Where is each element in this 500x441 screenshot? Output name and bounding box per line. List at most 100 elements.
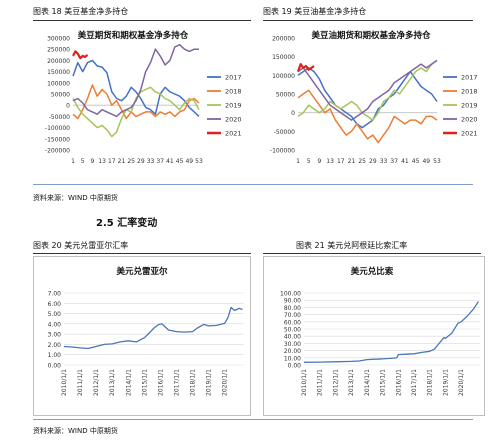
- chart-title: 美豆油期货和期权基金净多持仓: [311, 30, 431, 41]
- x-tick-label: 2010/1/1: [301, 369, 308, 396]
- x-tick-label: 2011/1/1: [317, 369, 324, 396]
- x-tick-label: 41: [401, 158, 409, 165]
- y-tick-label: 100000: [47, 80, 70, 87]
- y-tick-label: 7.00: [48, 291, 62, 298]
- x-tick-label: 33: [380, 158, 388, 165]
- legend-label: 2018: [461, 88, 478, 96]
- figure-19-caption: 图表 19 美豆油基金净多持仓: [263, 7, 367, 16]
- y-tick-label: -150000: [45, 136, 70, 143]
- x-tick-label: 29: [369, 158, 377, 165]
- x-tick-label: 29: [137, 158, 145, 165]
- y-tick-label: 4.00: [48, 321, 62, 328]
- y-tick-label: 6.00: [48, 301, 62, 308]
- chart-title: 美元兑雷亚尔: [116, 266, 168, 277]
- figure-20-rule: [33, 253, 251, 254]
- y-tick-label: -100000: [270, 148, 295, 155]
- series-line-2020: [297, 59, 438, 121]
- brl-chart-frame: 美元兑雷亚尔 7.00 6.00 5.00 4.00 3.00 2.00 1.00 0.00 20…: [33, 256, 251, 416]
- x-tick-label: 2016/1/1: [157, 369, 164, 396]
- legend-label: 2017: [225, 74, 242, 82]
- legend-label: 2021: [225, 130, 242, 138]
- x-tick-label: 25: [358, 158, 366, 165]
- x-tick-label: 2017/1/1: [411, 369, 418, 396]
- x-tick-label: 2016/1/1: [395, 369, 402, 396]
- usd-brl-chart: 美元兑雷亚尔7.006.005.004.003.002.001.000.0020…: [48, 266, 244, 396]
- series-line-2017: [72, 59, 200, 117]
- x-tick-label: 2020/1/1: [222, 369, 229, 396]
- x-tick-label: 2018/1/1: [190, 369, 197, 396]
- legend-label: 2020: [461, 116, 478, 124]
- x-tick-label: 2011/1/1: [77, 369, 84, 396]
- figure-18-caption: 图表 18 美豆基金净多持仓: [33, 7, 129, 16]
- y-tick-label: -50000: [274, 129, 295, 136]
- figure-19-rule: [263, 20, 473, 21]
- soybean-net-long-chart: 300000 250000 200000 150000 100000 50000 0 -500…: [45, 30, 242, 165]
- x-tick-label: 2015/1/1: [380, 369, 387, 396]
- x-tick-label: 49: [422, 158, 430, 165]
- x-tick-label: 2019/1/1: [442, 369, 449, 396]
- series-line-2018: [72, 84, 200, 120]
- bottom-source-rule: [33, 419, 473, 420]
- x-tick-label: 21: [118, 158, 126, 165]
- y-tick-label: 0: [291, 110, 295, 117]
- legend-label: 2018: [225, 88, 242, 96]
- bottom-source-text: 资料来源：WIND 中原期货: [33, 427, 118, 435]
- x-tick-label: 2014/1/1: [364, 369, 371, 396]
- x-tick-label: 2013/1/1: [348, 369, 355, 396]
- y-tick-label: 10.00: [284, 355, 301, 362]
- y-tick-label: 50000: [276, 92, 295, 99]
- y-tick-label: 1.00: [48, 352, 62, 359]
- x-tick-label: 9: [317, 158, 321, 165]
- legend-label: 2020: [225, 116, 242, 124]
- y-tick-label: 0.00: [288, 363, 302, 370]
- x-tick-label: 9: [90, 158, 94, 165]
- x-tick-label: 2018/1/1: [427, 369, 434, 396]
- x-tick-label: 2020/1/1: [458, 369, 465, 396]
- y-tick-label: 200000: [47, 58, 70, 65]
- x-tick-label: 37: [390, 158, 398, 165]
- x-tick-label: 2012/1/1: [332, 369, 339, 396]
- legend-label: 2019: [225, 102, 242, 110]
- series-line-2017: [297, 67, 438, 129]
- figure-21-rule: [263, 253, 481, 254]
- x-tick-label: 1: [71, 158, 75, 165]
- usd-ars-chart: 美元兑比索 100.0090.0080.0070.0060.0050.0040.0…: [280, 266, 480, 396]
- y-tick-label: 70.00: [284, 312, 301, 319]
- y-tick-label: -200000: [45, 148, 70, 155]
- x-tick-label: 17: [337, 158, 345, 165]
- y-tick-label: 90.00: [284, 298, 301, 305]
- legend-label: 2019: [461, 102, 478, 110]
- y-tick-label: 5.00: [48, 311, 62, 318]
- y-tick-label: 0: [66, 103, 70, 110]
- figure-21-caption: 图表 21 美元兑阿根廷比索汇率: [296, 241, 408, 250]
- y-tick-label: 30.00: [284, 341, 301, 348]
- figure-18-rule: [33, 20, 251, 21]
- y-tick-label: 60.00: [284, 319, 301, 326]
- section-title: 2.5 汇率变动: [96, 218, 158, 229]
- y-tick-label: 2.00: [48, 342, 62, 349]
- series-line-2021: [296, 62, 315, 72]
- y-tick-label: 40.00: [284, 334, 301, 341]
- y-tick-label: 0.00: [48, 363, 62, 370]
- x-tick-label: 25: [127, 158, 135, 165]
- chart-title: 美元兑比索: [351, 266, 394, 277]
- y-tick-label: -100000: [45, 125, 70, 132]
- y-tick-label: 50.00: [284, 327, 301, 334]
- x-tick-label: 2010/1/1: [61, 369, 68, 396]
- fx-series-line: [303, 301, 479, 363]
- x-tick-label: 1: [296, 158, 300, 165]
- x-tick-label: 17: [108, 158, 116, 165]
- x-tick-label: 2012/1/1: [93, 369, 100, 396]
- x-tick-label: 5: [81, 158, 85, 165]
- y-tick-label: 100000: [272, 73, 295, 80]
- legend-label: 2021: [461, 130, 478, 138]
- y-tick-label: 250000: [47, 47, 70, 54]
- y-tick-label: -50000: [49, 114, 70, 121]
- series-line-2021: [72, 50, 89, 60]
- chart-title: 美豆期货和期权基金净多持仓: [78, 30, 189, 41]
- x-tick-label: 49: [185, 158, 193, 165]
- y-tick-label: 300000: [47, 36, 70, 43]
- series-line-2019: [297, 59, 438, 121]
- x-tick-label: 2015/1/1: [141, 369, 148, 396]
